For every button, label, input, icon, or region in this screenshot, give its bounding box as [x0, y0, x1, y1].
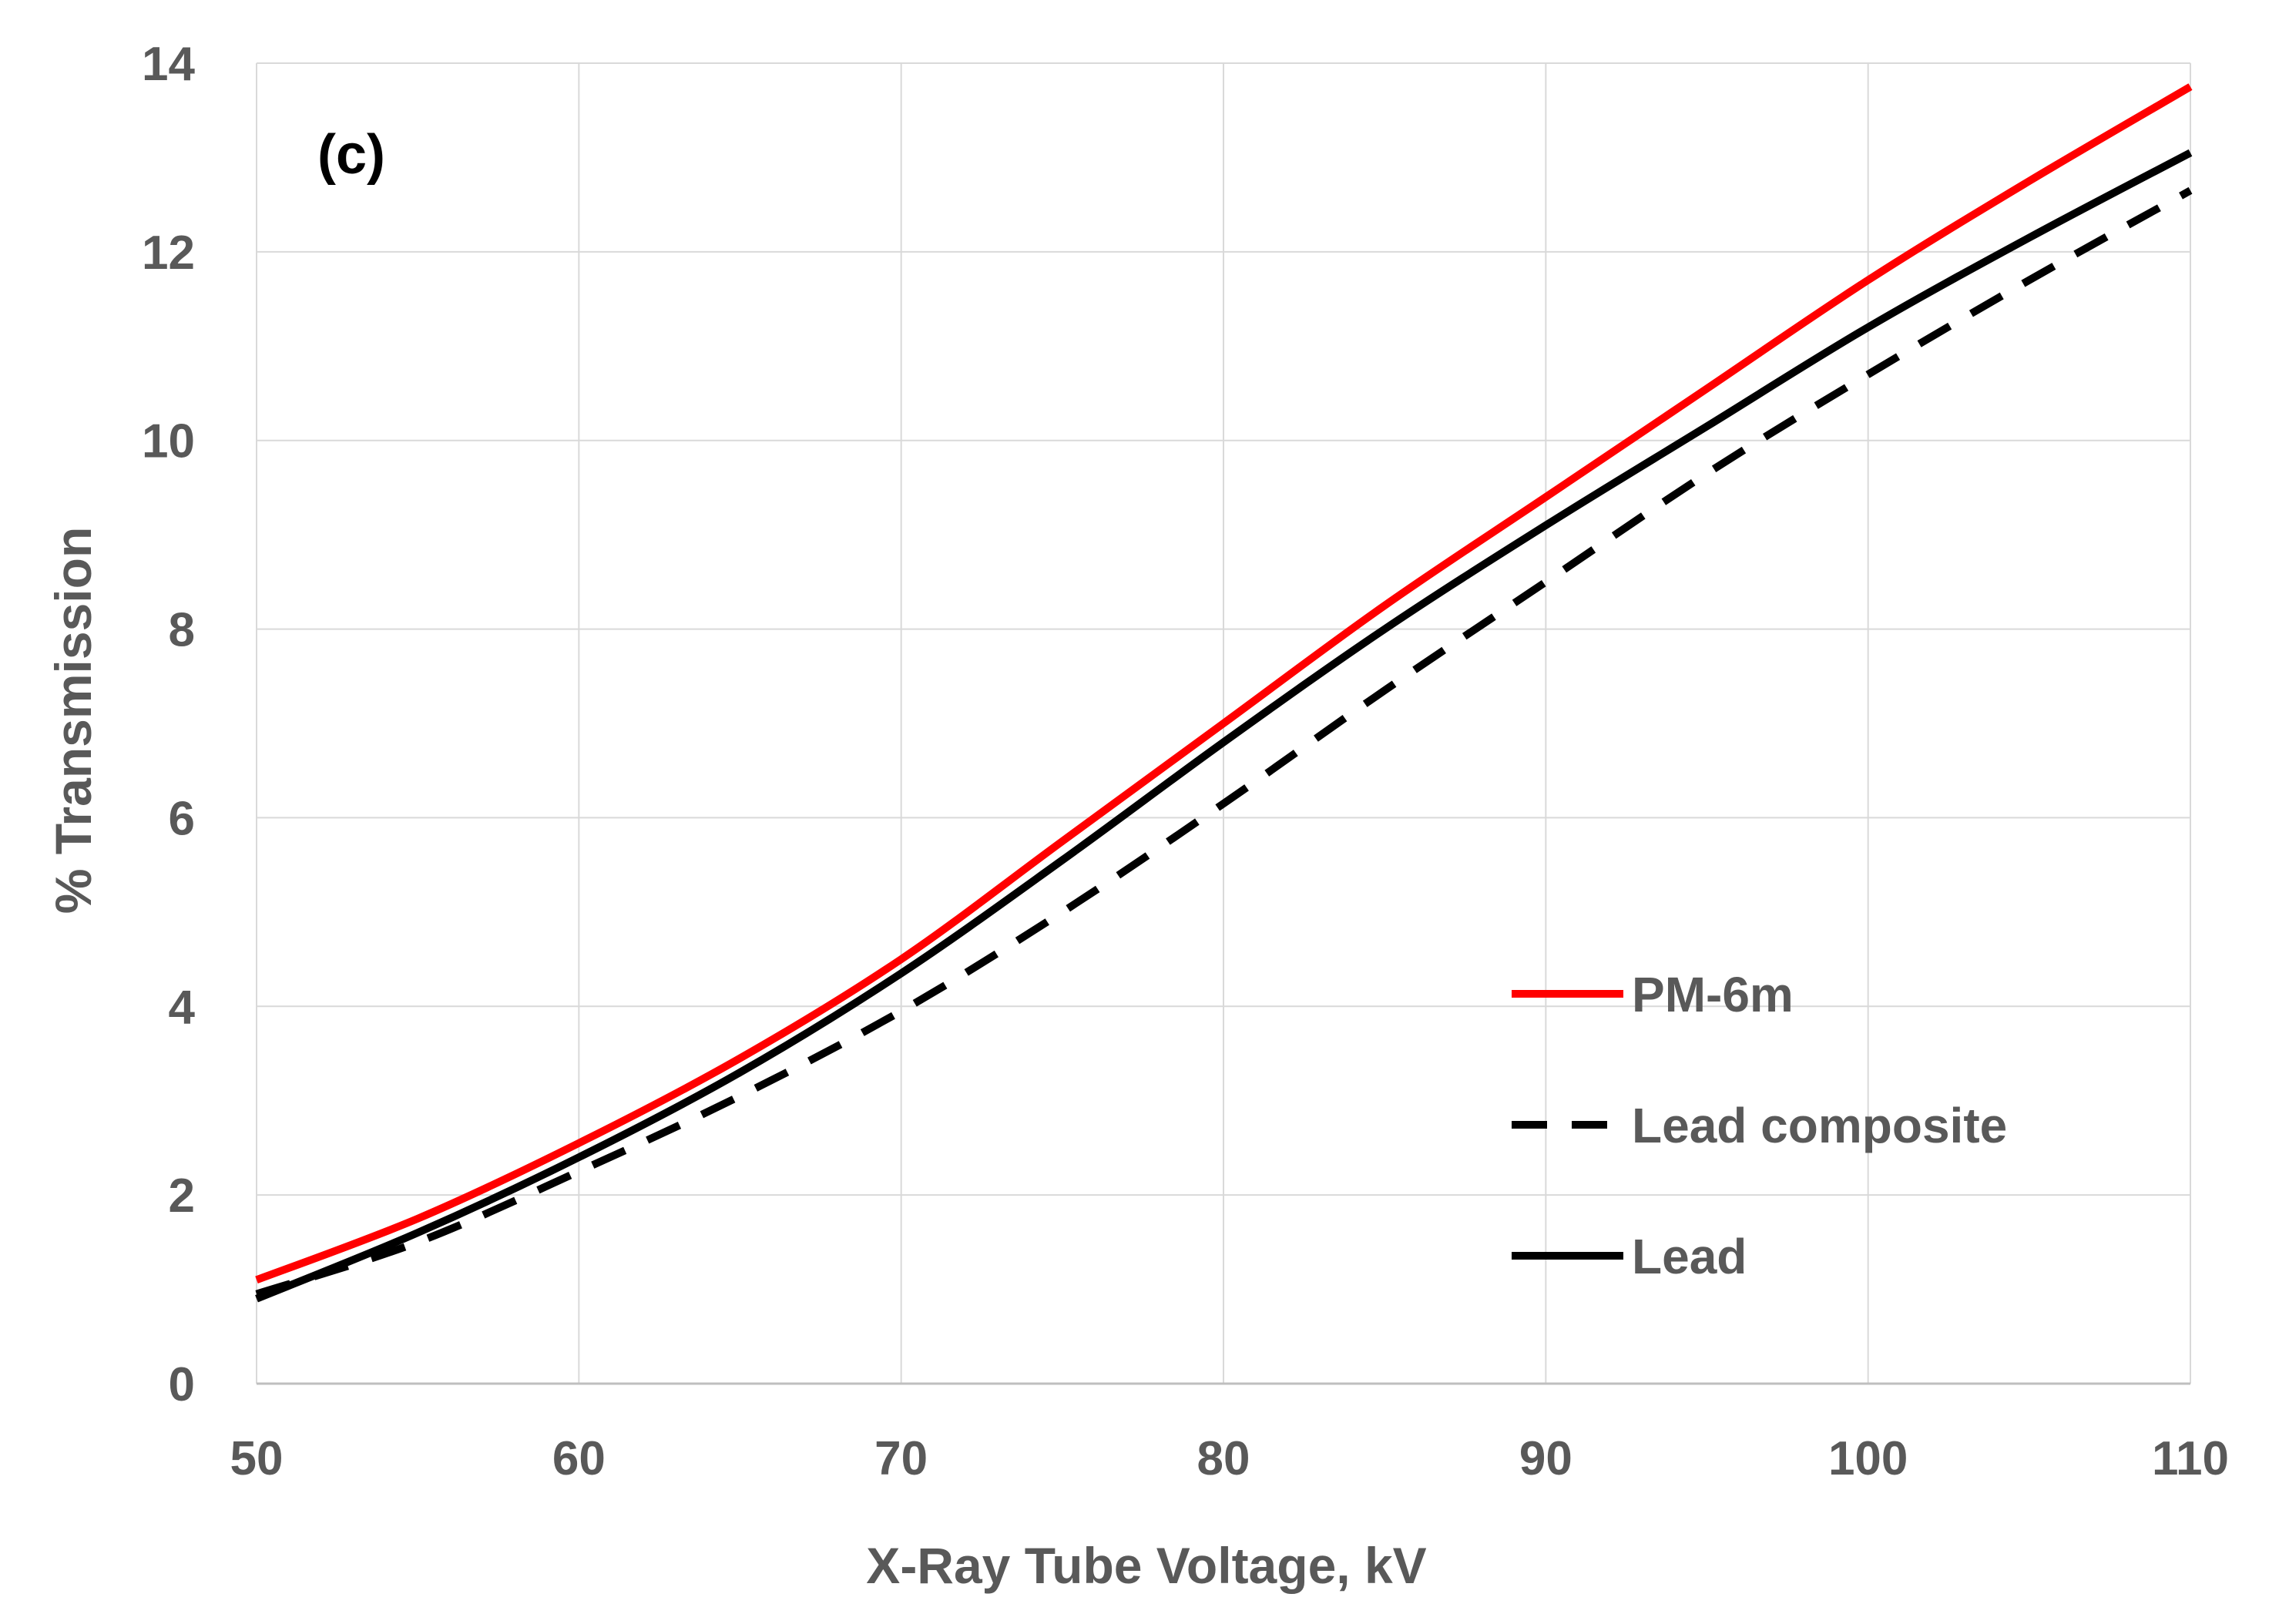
- x-axis-title: X-Ray Tube Voltage, kV: [866, 1537, 1426, 1594]
- x-tick-label: 50: [230, 1432, 284, 1485]
- y-tick-label: 14: [142, 38, 195, 91]
- x-tick-label: 60: [552, 1432, 606, 1485]
- x-tick-label: 90: [1519, 1432, 1572, 1485]
- y-tick-label: 0: [169, 1358, 195, 1411]
- x-tick-label: 80: [1197, 1432, 1250, 1485]
- x-tick-label: 110: [2152, 1432, 2229, 1485]
- y-tick-label: 4: [169, 981, 196, 1034]
- series-lines: [255, 83, 2193, 1303]
- legend-label: Lead composite: [1632, 1098, 2007, 1153]
- legend-label: PM-6m: [1632, 967, 1794, 1022]
- y-tick-labels: 0 2 4 6 8 10 12 14: [142, 38, 195, 1411]
- y-tick-label: 8: [169, 604, 195, 657]
- y-tick-label: 12: [142, 226, 195, 280]
- x-tick-label: 100: [1828, 1432, 1908, 1485]
- series-line-lead-composite: [255, 186, 2193, 1298]
- y-tick-label: 2: [169, 1169, 195, 1223]
- y-tick-label: 6: [169, 792, 195, 845]
- series-line-pm-6m: [255, 83, 2193, 1283]
- legend-label: Lead: [1632, 1229, 1747, 1284]
- y-tick-label: 10: [142, 415, 195, 468]
- legend: PM-6m Lead composite Lead: [1512, 967, 2007, 1284]
- x-tick-labels: 50 60 70 80 90 100 110: [230, 1432, 2230, 1485]
- y-axis-title: % Transmission: [45, 527, 102, 914]
- series-line-lead: [255, 149, 2193, 1303]
- x-tick-label: 70: [874, 1432, 928, 1485]
- panel-label: (c): [317, 124, 385, 186]
